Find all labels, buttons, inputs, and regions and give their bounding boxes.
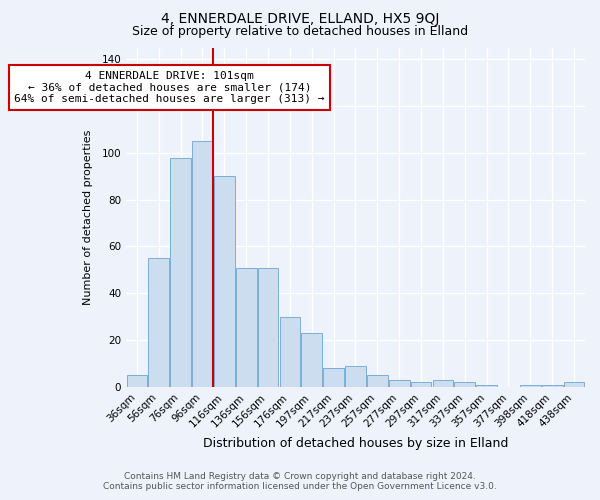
Bar xyxy=(389,380,410,387)
Bar xyxy=(170,158,191,387)
Bar xyxy=(476,384,497,387)
Bar xyxy=(454,382,475,387)
Bar xyxy=(280,316,300,387)
Y-axis label: Number of detached properties: Number of detached properties xyxy=(83,130,93,305)
Bar xyxy=(323,368,344,387)
Bar xyxy=(542,384,563,387)
X-axis label: Distribution of detached houses by size in Elland: Distribution of detached houses by size … xyxy=(203,437,508,450)
Bar xyxy=(214,176,235,387)
Bar xyxy=(148,258,169,387)
Text: 4 ENNERDALE DRIVE: 101sqm
← 36% of detached houses are smaller (174)
64% of semi: 4 ENNERDALE DRIVE: 101sqm ← 36% of detac… xyxy=(14,71,325,104)
Text: Size of property relative to detached houses in Elland: Size of property relative to detached ho… xyxy=(132,25,468,38)
Text: Contains HM Land Registry data © Crown copyright and database right 2024.
Contai: Contains HM Land Registry data © Crown c… xyxy=(103,472,497,491)
Text: 4, ENNERDALE DRIVE, ELLAND, HX5 9QJ: 4, ENNERDALE DRIVE, ELLAND, HX5 9QJ xyxy=(161,12,439,26)
Bar xyxy=(192,141,213,387)
Bar xyxy=(520,384,541,387)
Bar xyxy=(410,382,431,387)
Bar xyxy=(367,375,388,387)
Bar xyxy=(127,375,147,387)
Bar xyxy=(257,268,278,387)
Bar xyxy=(563,382,584,387)
Bar xyxy=(345,366,366,387)
Bar xyxy=(301,333,322,387)
Bar xyxy=(236,268,257,387)
Bar xyxy=(433,380,454,387)
